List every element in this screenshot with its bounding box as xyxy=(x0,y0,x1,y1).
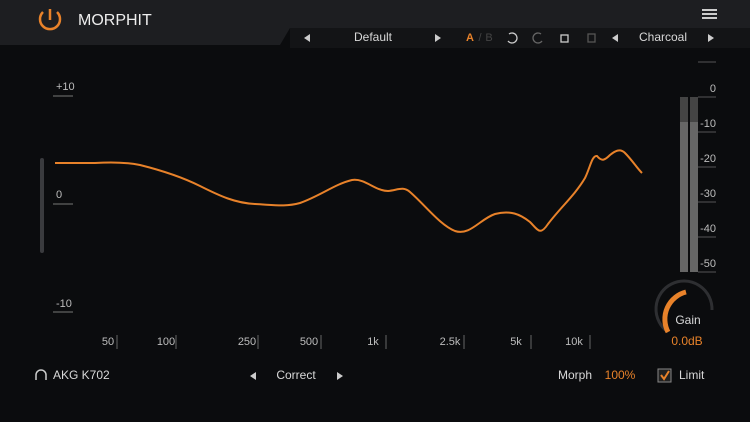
meter-label: -30 xyxy=(700,188,716,200)
limit-check xyxy=(660,370,670,381)
x-label: 5k xyxy=(510,336,522,348)
gain-track xyxy=(654,279,714,334)
x-label: 250 xyxy=(238,336,256,348)
morph-label: Morph xyxy=(558,368,592,382)
redo-button[interactable] xyxy=(532,32,543,44)
header-bar xyxy=(0,0,750,45)
y-label: 0 xyxy=(56,189,62,201)
x-label: 500 xyxy=(300,336,318,348)
mode-name[interactable]: Correct xyxy=(276,368,316,382)
preset-name[interactable]: Default xyxy=(354,30,393,44)
y-label: +10 xyxy=(56,81,75,93)
mode-next[interactable] xyxy=(337,372,343,380)
x-label: 100 xyxy=(157,336,175,348)
meter-label: 0 xyxy=(710,83,716,95)
theme-prev[interactable] xyxy=(612,34,618,42)
meter-level-left xyxy=(680,122,688,272)
meter-label: -10 xyxy=(700,118,716,130)
gain-label: Gain xyxy=(675,313,700,327)
ab-a[interactable]: A xyxy=(466,32,474,44)
toolbar-bar xyxy=(290,28,750,48)
meter-label: -40 xyxy=(700,223,716,235)
ab-divider: / xyxy=(478,32,482,44)
theme-name[interactable]: Charcoal xyxy=(639,30,687,44)
paste-button[interactable] xyxy=(587,33,596,43)
x-label: 1k xyxy=(367,336,379,348)
power-button[interactable] xyxy=(38,9,62,31)
meter-label: -50 xyxy=(700,258,716,270)
headphone-model[interactable]: AKG K702 xyxy=(53,368,110,382)
eq-curve xyxy=(55,149,643,233)
preset-next[interactable] xyxy=(435,34,441,42)
meter-label: -20 xyxy=(700,153,716,165)
mode-prev[interactable] xyxy=(250,372,256,380)
copy-button[interactable] xyxy=(560,34,569,43)
x-label: 2.5k xyxy=(440,336,461,348)
limit-label[interactable]: Limit xyxy=(679,368,705,382)
headphone-icon xyxy=(35,369,47,380)
gain-arc[interactable] xyxy=(662,289,687,334)
ab-b[interactable]: B xyxy=(485,32,492,44)
theme-next[interactable] xyxy=(708,34,714,42)
x-label: 10k xyxy=(565,336,583,348)
app-title: MORPHIT xyxy=(78,12,152,29)
side-slider[interactable] xyxy=(40,158,44,253)
menu-button[interactable] xyxy=(702,9,717,19)
preset-prev[interactable] xyxy=(304,34,310,42)
x-label: 50 xyxy=(102,336,114,348)
morph-value[interactable]: 100% xyxy=(605,368,636,382)
gain-value[interactable]: 0.0dB xyxy=(671,334,702,348)
y-label: -10 xyxy=(56,298,72,310)
undo-button[interactable] xyxy=(507,32,518,44)
meter-level-right xyxy=(690,122,698,272)
